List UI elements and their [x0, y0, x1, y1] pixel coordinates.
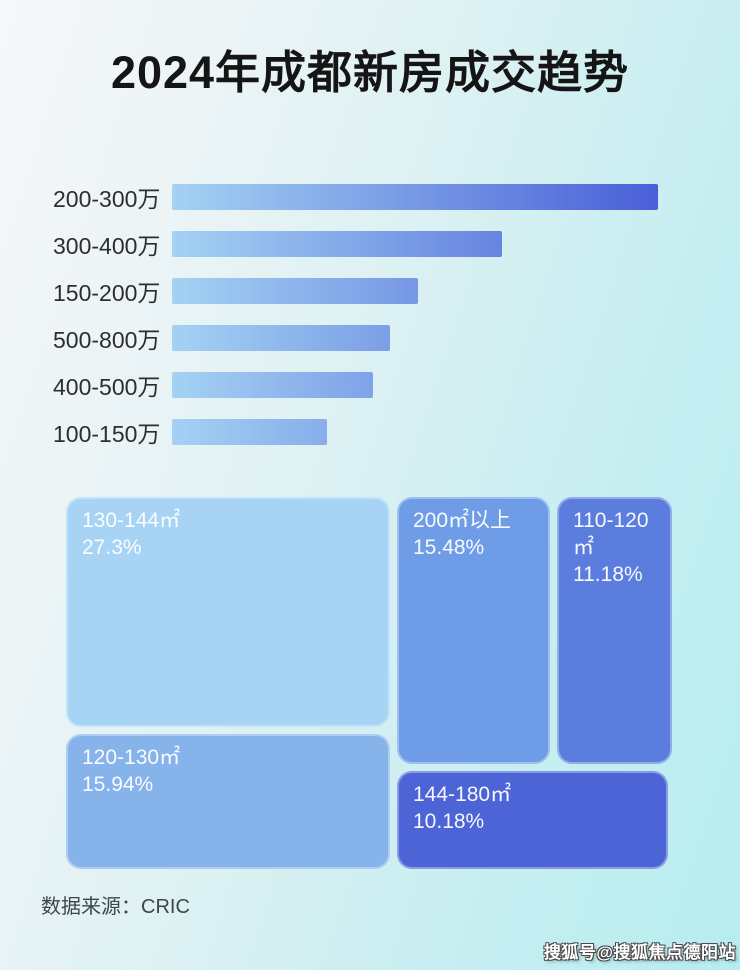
bar-label: 200-300万: [53, 185, 161, 212]
bar-row: 400-500万: [53, 361, 693, 408]
bar-track: [172, 418, 658, 445]
page-title: 2024年成都新房成交趋势: [110, 47, 630, 98]
treemap-block-value: 27.3%: [82, 536, 142, 559]
treemap-block-label: 200㎡以上: [413, 509, 512, 532]
bar-row: 200-300万: [53, 173, 693, 220]
bar-row: 300-400万: [53, 220, 693, 267]
treemap-block-label: 120-130㎡: [82, 746, 181, 769]
treemap-block-label: 144-180㎡: [413, 783, 512, 806]
bar-label: 300-400万: [53, 232, 161, 259]
bar-track: [172, 183, 658, 210]
treemap-block-value: 10.18%: [413, 810, 485, 833]
treemap-block-144-180: 144-180㎡ 10.18%: [397, 771, 668, 869]
bar-row: 150-200万: [53, 267, 693, 314]
bar-track: [172, 324, 658, 351]
treemap-block-value: 15.48%: [413, 536, 485, 559]
treemap-block-130-144: 130-144㎡ 27.3%: [66, 497, 390, 727]
treemap-block-value: 15.94%: [82, 773, 154, 796]
treemap-block-label: 110-120㎡: [573, 509, 649, 559]
bar: [172, 418, 328, 445]
data-source-note: 数据来源：CRIC: [41, 896, 190, 918]
bar-row: 100-150万: [53, 408, 693, 455]
bar: [172, 324, 391, 351]
treemap-block-200plus: 200㎡以上 15.48%: [397, 497, 550, 764]
bar-label: 100-150万: [53, 420, 161, 447]
treemap-block-value: 11.18%: [573, 563, 643, 586]
bar-track: [172, 230, 658, 257]
bar-label: 500-800万: [53, 326, 161, 353]
bar: [172, 277, 418, 304]
bar-label: 400-500万: [53, 373, 161, 400]
bar-track: [172, 371, 658, 398]
bar: [172, 183, 658, 210]
bar: [172, 230, 503, 257]
watermark: 搜狐号@搜狐焦点德阳站: [543, 943, 736, 962]
area-size-treemap: 130-144㎡ 27.3% 200㎡以上 15.48% 110-120㎡ 11…: [66, 497, 674, 869]
treemap-block-120-130: 120-130㎡ 15.94%: [66, 734, 390, 869]
treemap-block-110-120: 110-120㎡ 11.18%: [557, 497, 672, 764]
bar-label: 150-200万: [53, 279, 161, 306]
price-band-bar-chart: 200-300万 300-400万 150-200万 500-800万 400-…: [53, 173, 693, 455]
bar-track: [172, 277, 658, 304]
treemap-block-label: 130-144㎡: [82, 509, 181, 532]
bar-row: 500-800万: [53, 314, 693, 361]
bar: [172, 371, 374, 398]
